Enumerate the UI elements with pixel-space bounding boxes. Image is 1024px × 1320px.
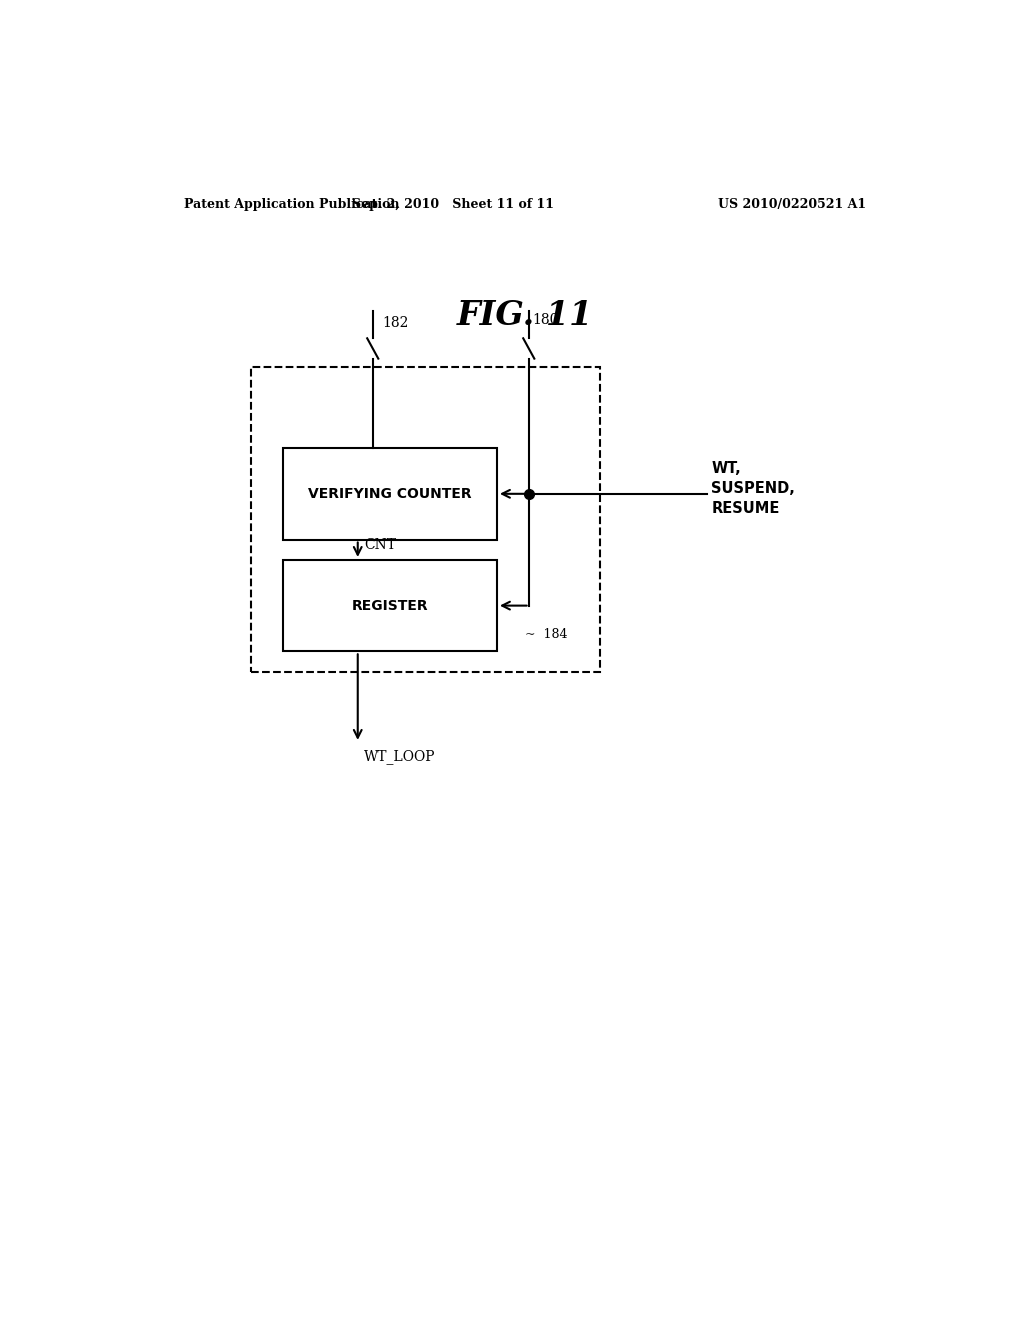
Text: WT_LOOP: WT_LOOP — [365, 748, 435, 764]
Text: CNT: CNT — [365, 537, 396, 552]
Bar — [251, 367, 600, 672]
Text: US 2010/0220521 A1: US 2010/0220521 A1 — [718, 198, 866, 211]
Text: 180: 180 — [532, 313, 559, 327]
Text: ~  184: ~ 184 — [524, 628, 567, 642]
Bar — [283, 560, 497, 651]
Text: WT,
SUSPEND,
RESUME: WT, SUSPEND, RESUME — [712, 462, 796, 516]
Text: Patent Application Publication: Patent Application Publication — [183, 198, 399, 211]
Text: 182: 182 — [382, 315, 409, 330]
Bar — [283, 447, 497, 540]
Text: VERIFYING COUNTER: VERIFYING COUNTER — [308, 487, 472, 500]
Text: REGISTER: REGISTER — [351, 598, 428, 612]
Text: Sep. 2, 2010   Sheet 11 of 11: Sep. 2, 2010 Sheet 11 of 11 — [352, 198, 554, 211]
Text: FIG. 11: FIG. 11 — [457, 300, 593, 333]
